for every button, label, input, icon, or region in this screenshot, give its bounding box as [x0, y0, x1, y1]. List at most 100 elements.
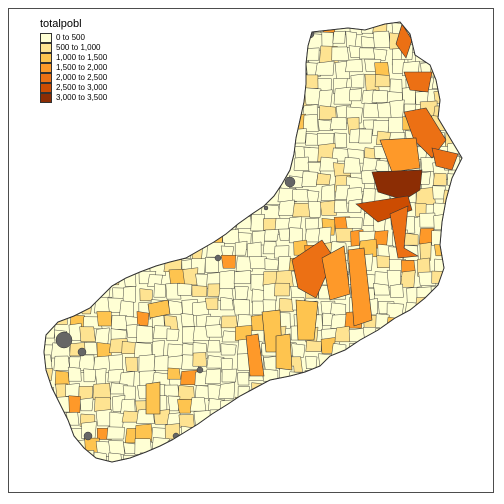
district-polygon[interactable] [125, 171, 139, 189]
district-polygon[interactable] [180, 425, 196, 442]
district-polygon[interactable] [265, 437, 283, 455]
district-polygon[interactable] [303, 399, 320, 414]
district-polygon[interactable] [137, 469, 150, 481]
district-polygon[interactable] [289, 30, 303, 47]
district-polygon[interactable] [68, 288, 85, 306]
district-polygon[interactable] [80, 117, 97, 131]
district-polygon-high[interactable] [147, 299, 171, 319]
district-polygon[interactable] [249, 159, 262, 175]
district-polygon[interactable] [278, 451, 292, 466]
district-polygon[interactable] [94, 173, 110, 191]
district-polygon[interactable] [304, 74, 320, 89]
district-polygon[interactable] [235, 157, 252, 174]
district-polygon[interactable] [96, 119, 111, 136]
district-polygon[interactable] [192, 352, 207, 367]
district-polygon[interactable] [236, 172, 250, 189]
district-polygon[interactable] [180, 48, 196, 60]
district-polygon[interactable] [121, 340, 137, 354]
district-polygon[interactable] [460, 413, 474, 428]
district-polygon[interactable] [93, 451, 107, 465]
district-polygon[interactable] [441, 312, 459, 325]
district-polygon[interactable] [95, 409, 112, 427]
district-polygon-high[interactable] [291, 239, 335, 299]
district-polygon[interactable] [419, 398, 436, 416]
district-polygon[interactable] [293, 453, 312, 469]
district-polygon[interactable] [302, 410, 318, 425]
district-polygon[interactable] [443, 397, 460, 411]
district-polygon[interactable] [335, 452, 351, 466]
district-polygon[interactable] [54, 370, 70, 386]
district-polygon[interactable] [273, 49, 292, 66]
district-polygon[interactable] [347, 399, 363, 411]
district-polygon[interactable] [463, 452, 479, 468]
district-polygon[interactable] [260, 396, 277, 410]
district-polygon[interactable] [264, 59, 280, 73]
district-polygon[interactable] [263, 282, 277, 302]
district-polygon[interactable] [207, 115, 225, 131]
district-polygon[interactable] [363, 452, 377, 466]
district-polygon[interactable] [196, 34, 213, 51]
district-polygon[interactable] [138, 119, 155, 136]
district-polygon[interactable] [93, 187, 111, 204]
district-polygon-high[interactable] [371, 169, 423, 201]
district-polygon[interactable] [363, 370, 377, 385]
district-polygon[interactable] [66, 131, 84, 146]
district-polygon[interactable] [446, 244, 462, 260]
district-polygon[interactable] [66, 466, 79, 478]
district-polygon[interactable] [445, 202, 460, 215]
district-polygon[interactable] [419, 423, 434, 436]
district-polygon[interactable] [151, 340, 165, 357]
district-polygon[interactable] [266, 130, 286, 149]
district-polygon[interactable] [136, 174, 153, 189]
district-polygon[interactable] [194, 213, 207, 231]
district-polygon[interactable] [41, 400, 54, 415]
district-polygon[interactable] [138, 452, 155, 465]
district-polygon[interactable] [108, 440, 125, 455]
district-polygon-high[interactable] [347, 247, 373, 327]
district-polygon[interactable] [391, 367, 408, 383]
district-polygon[interactable] [277, 16, 291, 34]
district-polygon[interactable] [68, 439, 87, 458]
district-polygon[interactable] [122, 72, 141, 88]
district-polygon[interactable] [56, 466, 73, 483]
district-polygon[interactable] [177, 184, 192, 198]
district-polygon[interactable] [461, 282, 474, 295]
district-polygon[interactable] [386, 400, 406, 415]
district-polygon[interactable] [167, 395, 181, 412]
district-polygon[interactable] [138, 227, 156, 243]
district-polygon[interactable] [176, 90, 191, 104]
district-polygon[interactable] [232, 442, 249, 457]
district-polygon[interactable] [457, 313, 471, 327]
district-polygon[interactable] [204, 145, 223, 161]
district-polygon[interactable] [333, 200, 348, 213]
district-polygon-high[interactable] [295, 299, 319, 341]
district-polygon[interactable] [443, 467, 459, 480]
district-polygon[interactable] [52, 456, 72, 469]
district-polygon[interactable] [371, 90, 389, 103]
district-polygon[interactable] [432, 185, 446, 200]
district-polygon[interactable] [443, 437, 457, 451]
district-polygon[interactable] [387, 325, 403, 344]
district-polygon[interactable] [251, 185, 268, 204]
district-polygon[interactable] [106, 426, 125, 440]
district-polygon[interactable] [460, 301, 475, 318]
district-polygon[interactable] [414, 329, 432, 344]
district-polygon[interactable] [401, 395, 414, 410]
district-polygon[interactable] [293, 72, 308, 90]
district-polygon[interactable] [405, 380, 424, 394]
district-polygon[interactable] [222, 132, 237, 147]
district-polygon[interactable] [79, 450, 95, 466]
district-polygon[interactable] [445, 343, 461, 361]
district-polygon[interactable] [321, 440, 337, 455]
district-polygon[interactable] [66, 412, 80, 426]
district-polygon[interactable] [247, 399, 266, 413]
district-polygon[interactable] [53, 127, 69, 142]
district-polygon[interactable] [205, 33, 218, 50]
district-polygon[interactable] [429, 341, 446, 357]
district-polygon[interactable] [110, 241, 127, 253]
district-polygon[interactable] [110, 73, 130, 87]
district-polygon[interactable] [358, 128, 373, 144]
district-polygon[interactable] [321, 31, 334, 48]
district-polygon[interactable] [123, 185, 141, 204]
district-polygon[interactable] [280, 384, 296, 399]
